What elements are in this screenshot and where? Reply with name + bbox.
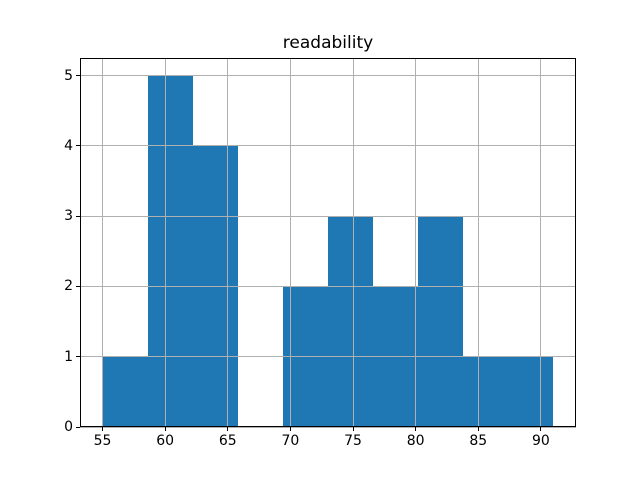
histogram-bar (328, 216, 374, 427)
y-tick-label: 2 (64, 278, 73, 295)
gridline-horizontal (80, 215, 576, 217)
gridline-horizontal (80, 426, 576, 428)
x-tick-mark (227, 427, 229, 431)
x-tick-mark (102, 427, 104, 431)
y-tick-mark (76, 145, 80, 147)
gridline-vertical (289, 58, 291, 427)
x-tick-mark (540, 427, 542, 431)
x-tick-label: 70 (281, 433, 300, 449)
x-tick-mark (477, 427, 479, 431)
x-tick-mark (352, 427, 354, 431)
y-tick-label: 4 (64, 137, 73, 154)
x-tick-label: 65 (218, 433, 237, 449)
y-tick-label: 0 (64, 419, 73, 435)
x-tick-mark (289, 427, 291, 431)
gridline-horizontal (80, 75, 576, 77)
y-tick-mark (76, 356, 80, 358)
y-tick-mark (76, 426, 80, 428)
gridline-horizontal (80, 356, 576, 358)
gridline-vertical (164, 58, 166, 427)
gridline-vertical (477, 58, 479, 427)
gridline-horizontal (80, 145, 576, 147)
gridline-vertical (415, 58, 417, 427)
gridline-vertical (352, 58, 354, 427)
gridline-vertical (102, 58, 104, 427)
y-tick-mark (76, 285, 80, 287)
histogram-bar (508, 356, 554, 427)
y-tick-label: 3 (64, 208, 73, 225)
x-tick-mark (164, 427, 166, 431)
histogram-bar (463, 356, 509, 427)
x-tick-label: 85 (469, 433, 488, 449)
y-tick-label: 5 (64, 67, 73, 84)
x-tick-label: 55 (93, 433, 112, 449)
gridline-vertical (540, 58, 542, 427)
histogram-bar (147, 75, 193, 427)
y-tick-label: 1 (64, 348, 73, 365)
x-tick-label: 80 (406, 433, 425, 449)
x-tick-label: 75 (344, 433, 362, 449)
y-tick-mark (76, 215, 80, 217)
histogram-bar (102, 356, 148, 427)
x-tick-label: 60 (156, 433, 175, 449)
gridline-horizontal (80, 285, 576, 287)
x-tick-mark (415, 427, 417, 431)
x-tick-label: 90 (532, 433, 550, 449)
chart-title: readability (282, 33, 374, 53)
y-tick-mark (76, 75, 80, 77)
gridline-vertical (227, 58, 229, 427)
histogram-bar (418, 216, 464, 427)
